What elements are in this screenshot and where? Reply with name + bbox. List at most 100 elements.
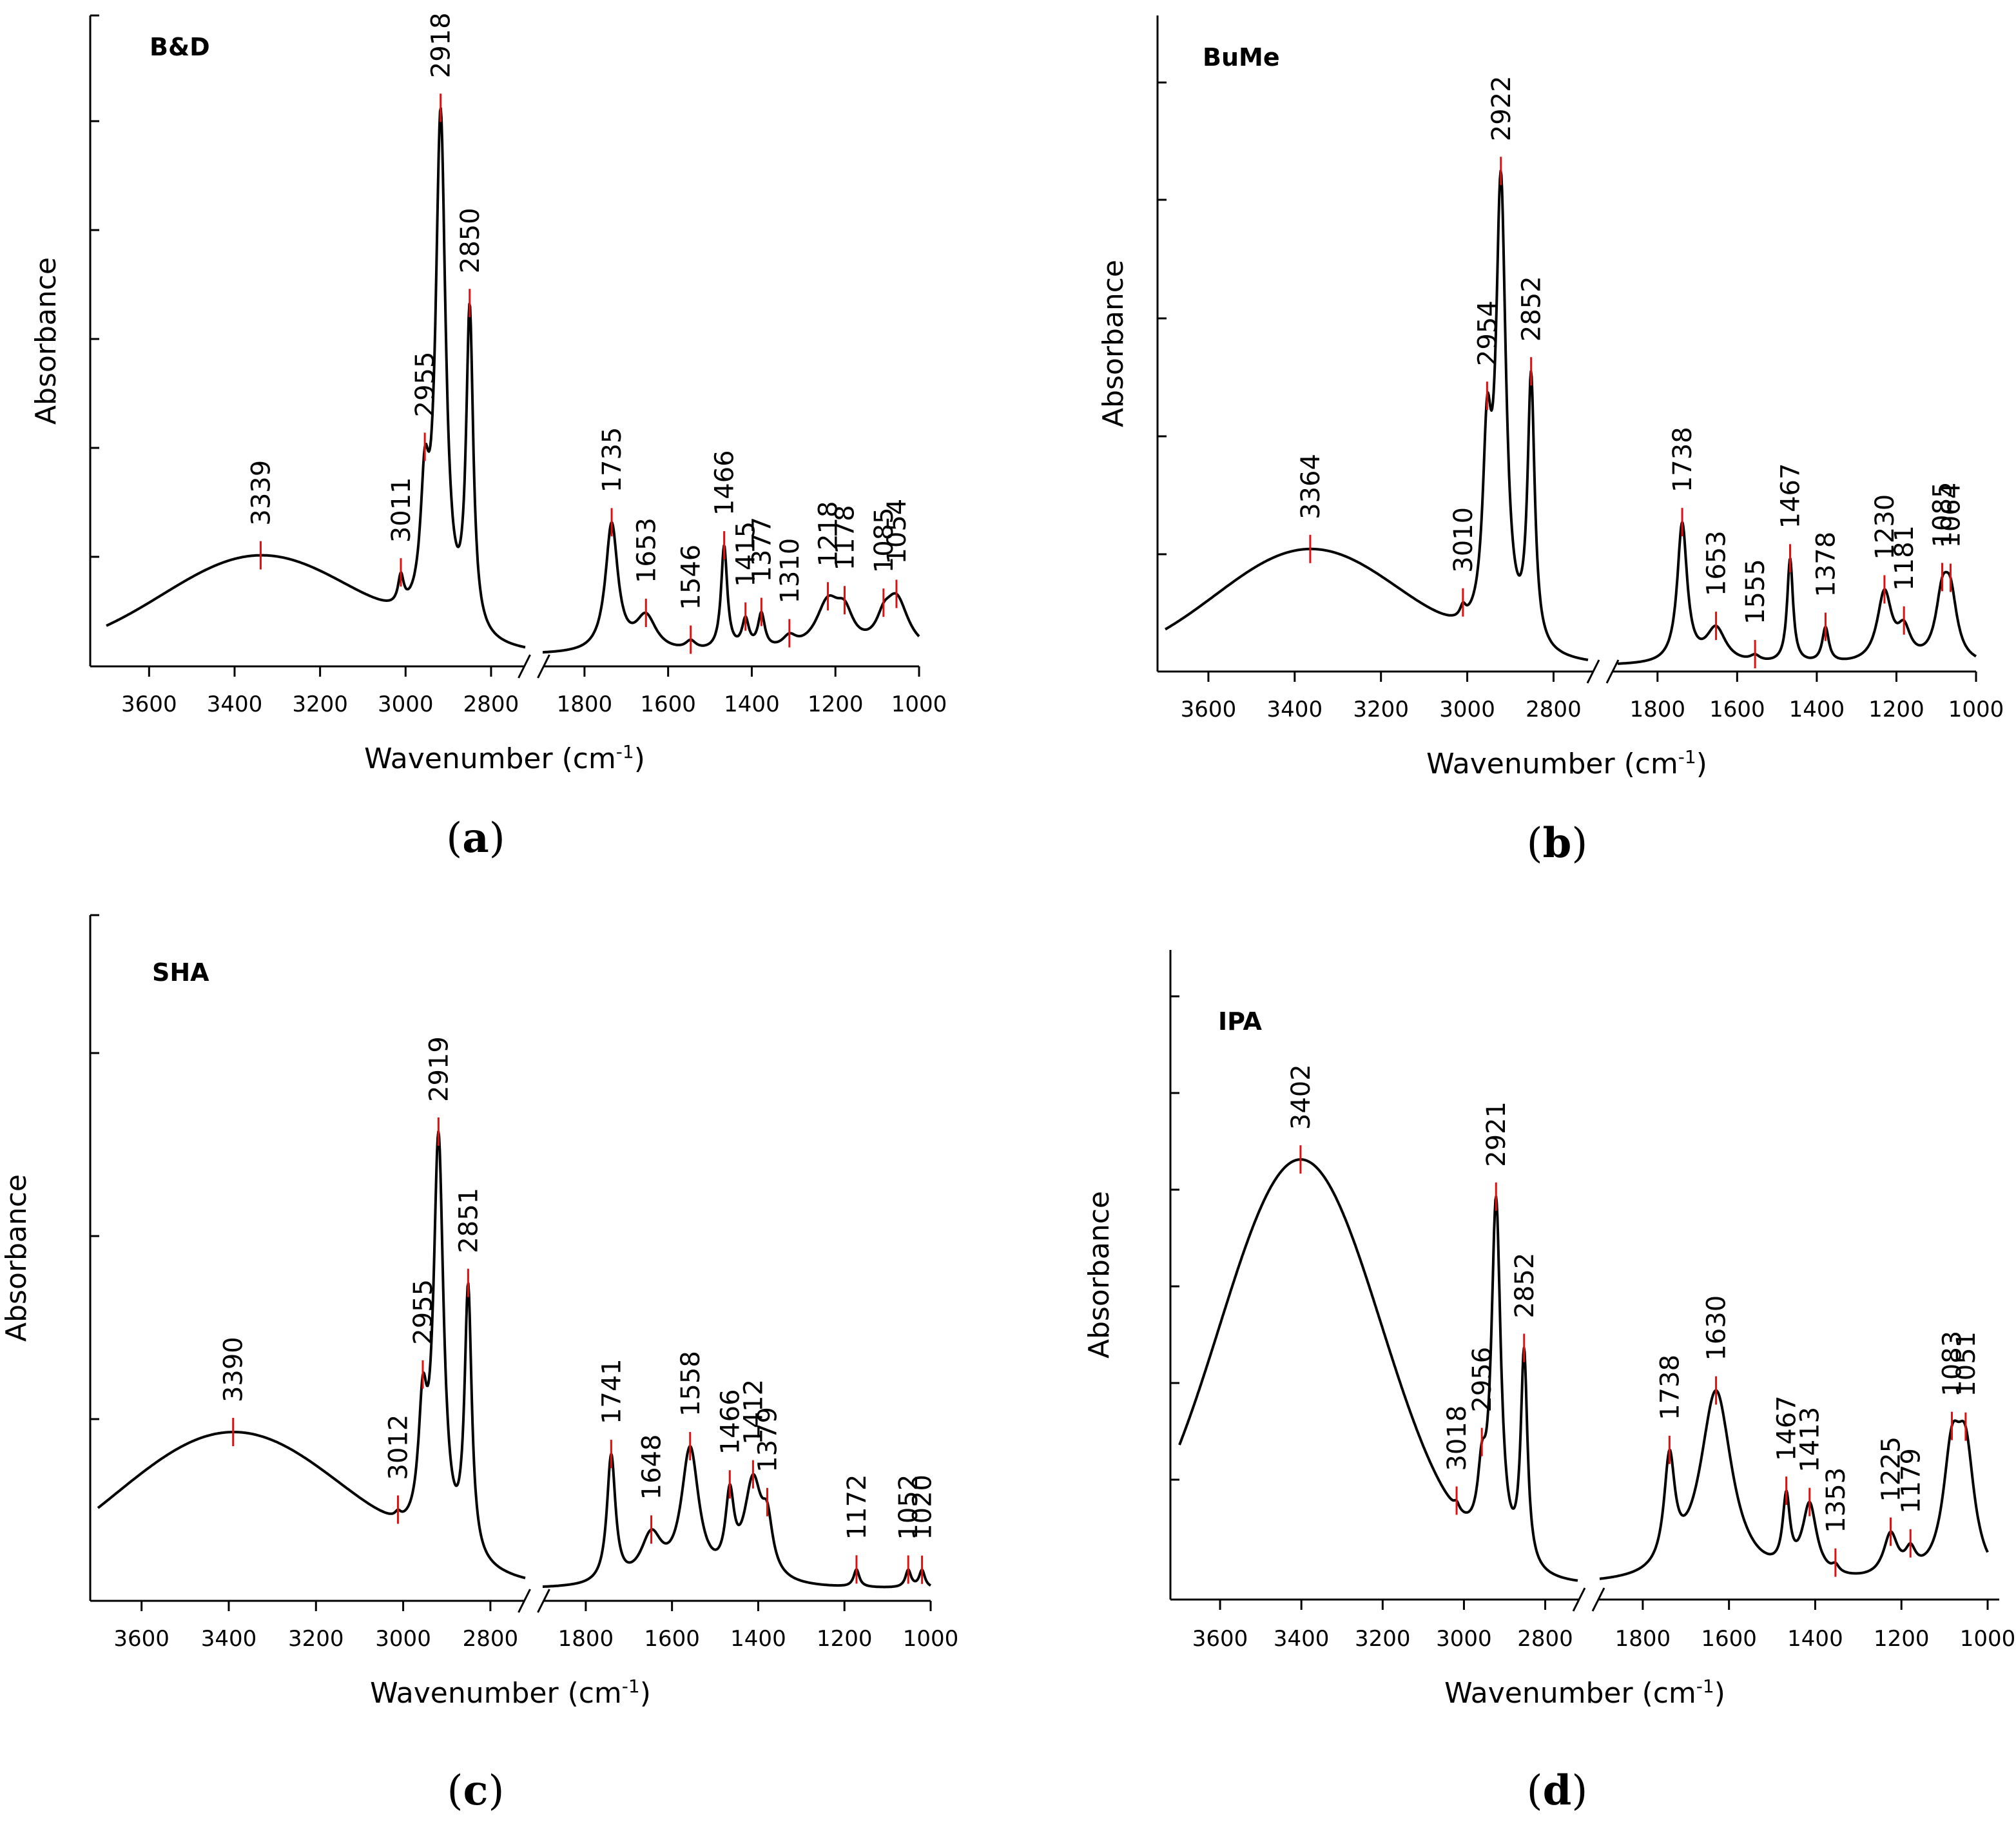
x-tick-label: 3600 xyxy=(1181,697,1237,722)
peak-label: 1179 xyxy=(1896,1448,1926,1514)
panel-d: 3600 3400 3200 3000 2800 1800 1600 1400 1200 1000… xyxy=(1083,950,2015,1815)
panel-caption: (b) xyxy=(1527,819,1588,867)
peak-label: 1741 xyxy=(597,1359,626,1424)
peak-label: 1051 xyxy=(1952,1331,1981,1397)
axis-break-gap xyxy=(525,653,543,679)
x-tick-label: 3600 xyxy=(121,692,177,717)
x-tick-label: 2800 xyxy=(463,1626,519,1652)
x-tick-label: 1400 xyxy=(1789,697,1845,722)
peak-label: 3018 xyxy=(1442,1406,1472,1471)
peak-label: 2852 xyxy=(1510,1253,1540,1319)
peak-label: 3390 xyxy=(219,1337,249,1402)
peak-label: 1218 xyxy=(814,501,844,566)
y-axis-title: Absorbance xyxy=(0,1174,33,1342)
peak-label: 2955 xyxy=(411,352,440,418)
sample-label: IPA xyxy=(1218,1007,1263,1036)
x-tick-label: 2800 xyxy=(463,692,519,717)
y-axis-title: Absorbance xyxy=(30,257,63,425)
peak-label: 3012 xyxy=(383,1415,413,1480)
axis-break-mark xyxy=(518,1589,531,1613)
axis-break-mark xyxy=(518,654,531,679)
x-tick-label: 1800 xyxy=(1630,697,1686,722)
panel-caption: (d) xyxy=(1527,1766,1588,1815)
peak-label: 2918 xyxy=(427,12,456,78)
x-axis-title: Wavenumber (cm-1) xyxy=(370,1676,651,1710)
peak-label: 1653 xyxy=(1702,530,1732,596)
peak-label: 1738 xyxy=(1655,1355,1685,1420)
x-tick-label: 3200 xyxy=(288,1626,344,1652)
panel-caption: (c) xyxy=(447,1766,505,1815)
x-tick-label: 3400 xyxy=(1267,697,1323,722)
peak-label: 1225 xyxy=(1877,1437,1906,1502)
peak-label: 1054 xyxy=(882,499,912,565)
peak-label: 1738 xyxy=(1668,427,1698,492)
x-tick-label: 2800 xyxy=(1526,697,1582,722)
x-axis-title: Wavenumber (cm-1) xyxy=(364,741,645,775)
x-tick-label: 1600 xyxy=(1701,1626,1757,1652)
peak-label: 1467 xyxy=(1776,463,1805,529)
peak-label: 2850 xyxy=(456,208,485,273)
peak-label: 2919 xyxy=(424,1036,454,1102)
peak-label: 1052 xyxy=(894,1475,924,1540)
peak-label: 1648 xyxy=(637,1435,667,1500)
peak-label: 3364 xyxy=(1296,454,1326,519)
peak-label: 1415 xyxy=(732,521,761,587)
peak-label: 1172 xyxy=(842,1474,872,1540)
x-tick-label: 3000 xyxy=(378,692,434,717)
peak-label: 1230 xyxy=(1870,494,1900,560)
panel-a: 3600 3400 3200 3000 2800 1800 1600 1400 1200 1000… xyxy=(30,12,947,862)
peak-label: 1178 xyxy=(830,505,860,571)
x-tick-label: 1000 xyxy=(1960,1626,2016,1652)
sample-label: SHA xyxy=(152,958,209,987)
peak-label: 1555 xyxy=(1741,559,1770,624)
peak-label: 2922 xyxy=(1487,75,1517,141)
peak-label: 1379 xyxy=(753,1407,782,1473)
x-tick-label: 1200 xyxy=(808,692,864,717)
peak-label: 3011 xyxy=(387,477,416,543)
panel-caption: (a) xyxy=(446,814,505,862)
axis-break-mark xyxy=(1605,659,1620,684)
x-axis-title: Wavenumber (cm-1) xyxy=(1426,746,1707,780)
panels: 3600 3400 3200 3000 2800 1800 1600 1400 1200 1000… xyxy=(0,12,2015,1815)
peak-label: 1653 xyxy=(632,518,661,583)
peak-label: 1377 xyxy=(747,517,777,583)
panel-c: 3600 3400 3200 3000 2800 1800 1600 1400 1200 1000… xyxy=(0,914,958,1815)
peak-label: 3010 xyxy=(1449,507,1478,573)
spectrum-segment-low xyxy=(1599,1389,1989,1580)
x-tick-label: 3400 xyxy=(201,1626,257,1652)
x-tick-label: 1800 xyxy=(558,1626,614,1652)
axis-break-gap xyxy=(525,1588,543,1614)
spectrum-segment-high xyxy=(106,107,526,649)
x-tick-label: 3600 xyxy=(113,1626,170,1652)
peak-label: 1735 xyxy=(597,427,627,493)
peak-label: 1466 xyxy=(715,1389,745,1455)
peak-label: 1412 xyxy=(739,1379,768,1445)
x-tick-label: 1800 xyxy=(1615,1626,1671,1652)
peak-label: 2955 xyxy=(409,1279,438,1345)
x-tick-label: 2800 xyxy=(1517,1626,1573,1652)
x-tick-label: 3400 xyxy=(207,692,263,717)
x-tick-label: 1400 xyxy=(1787,1626,1843,1652)
x-tick-label: 1000 xyxy=(1948,697,2004,722)
x-tick-label: 1200 xyxy=(817,1626,873,1652)
y-axis-title: Absorbance xyxy=(1083,1191,1116,1359)
peak-label: 1353 xyxy=(1821,1467,1851,1533)
spectrum-segment-low xyxy=(1616,521,1977,665)
x-axis-title: Wavenumber (cm-1) xyxy=(1444,1676,1725,1710)
peak-label: 1558 xyxy=(676,1351,706,1417)
x-tick-label: 3000 xyxy=(1436,1626,1492,1652)
x-tick-label: 3000 xyxy=(375,1626,431,1652)
axis-break-mark xyxy=(1586,659,1600,684)
axis-break-gap xyxy=(1594,659,1612,684)
x-tick-label: 1200 xyxy=(1868,697,1924,722)
x-tick-label: 1600 xyxy=(1709,697,1765,722)
axis-break-mark xyxy=(1572,1587,1586,1612)
peak-label: 2954 xyxy=(1473,300,1502,366)
peak-label: 1413 xyxy=(1796,1407,1825,1473)
peak-label: 2921 xyxy=(1482,1101,1511,1167)
axis-break-mark xyxy=(537,1589,550,1613)
spectrum-segment-high xyxy=(1165,169,1589,661)
peak-label: 1310 xyxy=(775,538,805,604)
